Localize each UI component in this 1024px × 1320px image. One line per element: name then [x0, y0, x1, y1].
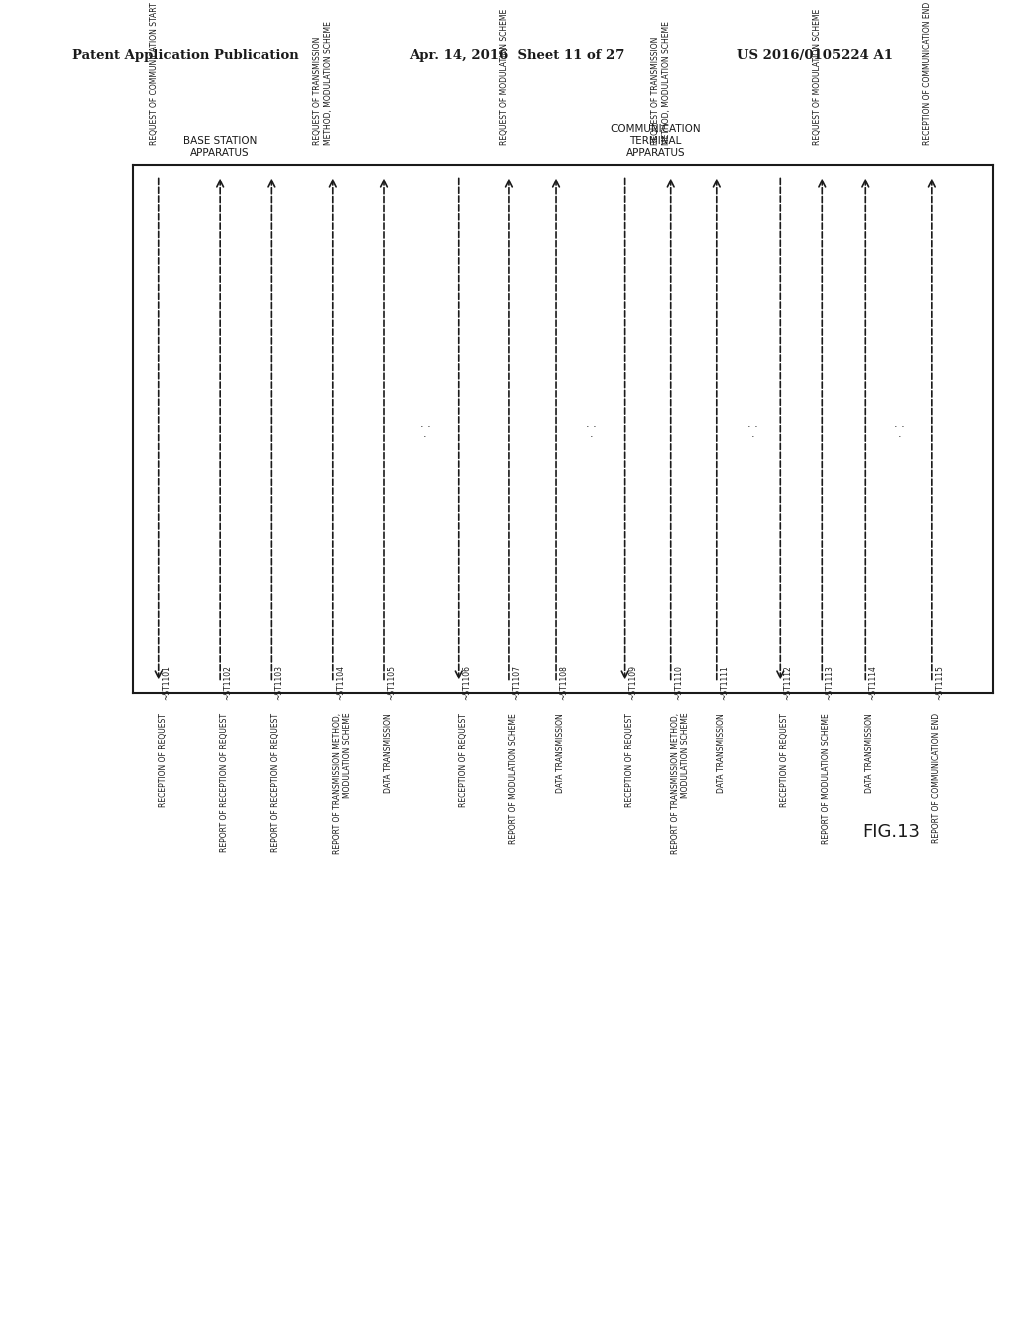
Text: RECEPTION OF REQUEST: RECEPTION OF REQUEST	[780, 713, 790, 807]
Text: RECEPTION OF COMMUNICATION END: RECEPTION OF COMMUNICATION END	[923, 1, 932, 145]
Text: . .
.: . . .	[748, 420, 758, 438]
Text: DATA TRANSMISSION: DATA TRANSMISSION	[556, 713, 565, 792]
Text: . .
.: . . .	[587, 420, 597, 438]
Text: REPORT OF TRANSMISSION METHOD,
MODULATION SCHEME: REPORT OF TRANSMISSION METHOD, MODULATIO…	[671, 713, 690, 854]
Text: FIG.13: FIG.13	[862, 822, 920, 841]
Text: DATA TRANSMISSION: DATA TRANSMISSION	[384, 713, 393, 792]
Text: . .
.: . . .	[894, 420, 904, 438]
Text: REPORT OF MODULATION SCHEME: REPORT OF MODULATION SCHEME	[509, 713, 518, 843]
Text: ~ST1113: ~ST1113	[825, 665, 835, 700]
Text: RECEPTION OF REQUEST: RECEPTION OF REQUEST	[159, 713, 168, 807]
Text: ~ST1112: ~ST1112	[783, 665, 793, 700]
Text: REPORT OF MODULATION SCHEME: REPORT OF MODULATION SCHEME	[822, 713, 831, 843]
Text: ~ST1110: ~ST1110	[674, 665, 683, 700]
Text: ~ST1111: ~ST1111	[720, 665, 729, 700]
Text: COMMUNICATION
TERMINAL
APPARATUS: COMMUNICATION TERMINAL APPARATUS	[610, 124, 700, 158]
Text: US 2016/0105224 A1: US 2016/0105224 A1	[737, 49, 893, 62]
Text: ~ST1103: ~ST1103	[274, 664, 284, 700]
Text: REPORT OF RECEPTION OF REQUEST: REPORT OF RECEPTION OF REQUEST	[220, 713, 229, 851]
Text: RECEPTION OF REQUEST: RECEPTION OF REQUEST	[459, 713, 468, 807]
Text: ~ST1109: ~ST1109	[628, 664, 637, 700]
Text: BASE STATION
APPARATUS: BASE STATION APPARATUS	[183, 136, 257, 158]
Text: REQUEST OF MODULATION SCHEME: REQUEST OF MODULATION SCHEME	[813, 9, 822, 145]
Text: ~ST1115: ~ST1115	[935, 665, 944, 700]
Text: REPORT OF RECEPTION OF REQUEST: REPORT OF RECEPTION OF REQUEST	[271, 713, 281, 851]
Text: Apr. 14, 2016  Sheet 11 of 27: Apr. 14, 2016 Sheet 11 of 27	[410, 49, 625, 62]
Text: . .
.: . . .	[420, 420, 430, 438]
Text: REPORT OF TRANSMISSION METHOD,
MODULATION SCHEME: REPORT OF TRANSMISSION METHOD, MODULATIO…	[333, 713, 352, 854]
Text: REQUEST OF TRANSMISSION
METHOD, MODULATION SCHEME: REQUEST OF TRANSMISSION METHOD, MODULATI…	[651, 21, 671, 145]
Text: ~ST1104: ~ST1104	[336, 664, 345, 700]
Text: DATA TRANSMISSION: DATA TRANSMISSION	[865, 713, 874, 792]
Text: ~ST1107: ~ST1107	[512, 664, 521, 700]
Text: ~ST1105: ~ST1105	[387, 664, 396, 700]
Text: ~ST1102: ~ST1102	[223, 665, 232, 700]
Text: REPORT OF COMMUNICATION END: REPORT OF COMMUNICATION END	[932, 713, 941, 843]
Text: ~ST1114: ~ST1114	[868, 665, 878, 700]
Text: ~ST1108: ~ST1108	[559, 665, 568, 700]
Text: REQUEST OF MODULATION SCHEME: REQUEST OF MODULATION SCHEME	[500, 9, 509, 145]
Text: Patent Application Publication: Patent Application Publication	[72, 49, 298, 62]
Text: DATA TRANSMISSION: DATA TRANSMISSION	[717, 713, 726, 792]
Text: RECEPTION OF REQUEST: RECEPTION OF REQUEST	[625, 713, 634, 807]
Text: ~ST1101: ~ST1101	[162, 665, 171, 700]
Text: REQUEST OF TRANSMISSION
METHOD, MODULATION SCHEME: REQUEST OF TRANSMISSION METHOD, MODULATI…	[313, 21, 333, 145]
Text: REQUEST OF COMMUNICATION START: REQUEST OF COMMUNICATION START	[150, 3, 159, 145]
Text: ~ST1106: ~ST1106	[462, 664, 471, 700]
